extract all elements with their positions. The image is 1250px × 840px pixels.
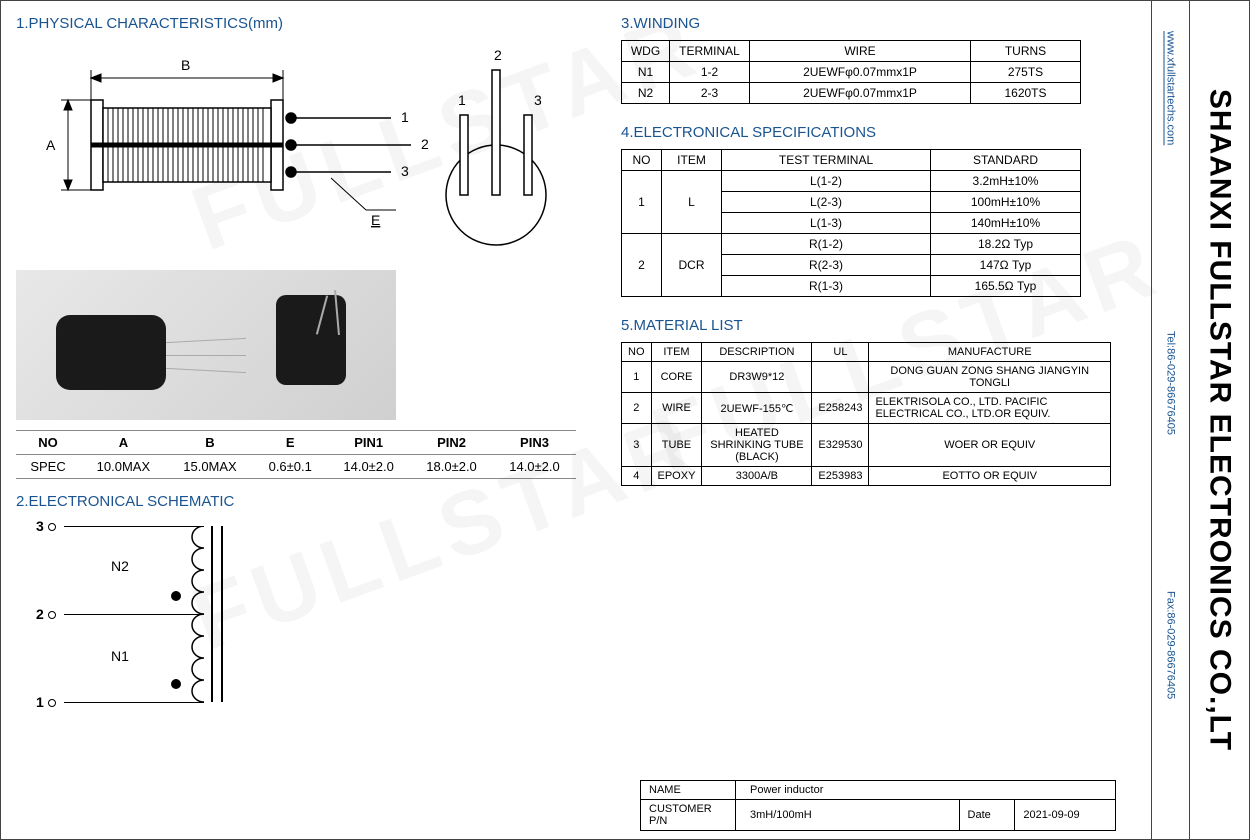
section-physical-title: 1.PHYSICAL CHARACTERISTICS(mm) bbox=[16, 15, 611, 32]
contact-sidebar: www.xfullstartechs.com Tel:86-029-866764… bbox=[1151, 1, 1189, 839]
tb-name-label: NAME bbox=[641, 781, 736, 800]
materials-table: NO ITEM DESCRIPTION UL MANUFACTURE 1 COR… bbox=[621, 342, 1111, 486]
tb-name: Power inductor bbox=[736, 781, 1116, 800]
physical-diagram: 1 2 3 E A bbox=[16, 40, 576, 260]
spec-h-p1: PIN1 bbox=[327, 431, 410, 455]
pin1-label: 1 bbox=[401, 109, 409, 125]
wdg-row-1: N1 1-2 2UEWFφ0.07mmx1P 275TS bbox=[622, 62, 1081, 83]
mt-h0: NO bbox=[622, 343, 652, 362]
spec-p2: 18.0±2.0 bbox=[410, 455, 493, 479]
contact-web: www.xfullstartechs.com bbox=[1165, 31, 1177, 145]
mt-row-2: 2 WIRE 2UEWF-155℃ E258243 ELEKTRISOLA CO… bbox=[622, 393, 1111, 424]
spec-rowlabel: SPEC bbox=[16, 455, 80, 479]
sch-n2-label: N2 bbox=[111, 558, 129, 574]
tb-pn-label: CUSTOMER P/N bbox=[641, 800, 736, 831]
datasheet-page: FULLSTAR FULLSTAR FULLSTAR 1.PHYSICAL CH… bbox=[0, 0, 1250, 840]
es-h1: ITEM bbox=[662, 150, 722, 171]
wdg-h0: WDG bbox=[622, 41, 670, 62]
right-column: 3.WINDING WDG TERMINAL WIRE TURNS N1 1-2… bbox=[621, 11, 1116, 829]
inductor-photo-side bbox=[56, 315, 166, 390]
spec-h-a: A bbox=[80, 431, 167, 455]
physical-svg: 1 2 3 E A bbox=[16, 40, 576, 260]
sch-pin2: 2 bbox=[36, 606, 56, 622]
spec-p3: 14.0±2.0 bbox=[493, 455, 576, 479]
bottom-pin3: 3 bbox=[534, 92, 542, 108]
spec-h-b: B bbox=[167, 431, 254, 455]
spec-e: 0.6±0.1 bbox=[253, 455, 327, 479]
pin3-label: 3 bbox=[401, 163, 409, 179]
spec-b: 15.0MAX bbox=[167, 455, 254, 479]
es-h2: TEST TERMINAL bbox=[722, 150, 931, 171]
tb-date: 2021-09-09 bbox=[1015, 800, 1116, 831]
mt-h4: MANUFACTURE bbox=[869, 343, 1111, 362]
spec-h-e: E bbox=[253, 431, 327, 455]
mt-h2: DESCRIPTION bbox=[702, 343, 812, 362]
spec-a: 10.0MAX bbox=[80, 455, 167, 479]
company-name: SHAANXI FULLSTAR ELECTRONICS CO.,LT bbox=[1203, 89, 1237, 751]
bottom-pin2: 2 bbox=[494, 47, 502, 63]
spec-h-no: NO bbox=[16, 431, 80, 455]
physical-spec-table: NO A B E PIN1 PIN2 PIN3 SPEC 10.0MAX 15.… bbox=[16, 430, 576, 479]
section-materials-title: 5.MATERIAL LIST bbox=[621, 317, 1116, 334]
mt-h1: ITEM bbox=[651, 343, 702, 362]
mt-h3: UL bbox=[812, 343, 869, 362]
schematic-diagram: 3 2 1 bbox=[16, 518, 276, 718]
sch-pin3: 3 bbox=[36, 518, 56, 534]
winding-table: WDG TERMINAL WIRE TURNS N1 1-2 2UEWFφ0.0… bbox=[621, 40, 1081, 104]
content-area: FULLSTAR FULLSTAR FULLSTAR 1.PHYSICAL CH… bbox=[1, 1, 1151, 839]
wdg-row-2: N2 2-3 2UEWFφ0.07mmx1P 1620TS bbox=[622, 83, 1081, 104]
sch-n1-label: N1 bbox=[111, 648, 129, 664]
pin2-label: 2 bbox=[421, 136, 429, 152]
spec-h-p3: PIN3 bbox=[493, 431, 576, 455]
section-especs-title: 4.ELECTRONICAL SPECIFICATIONS bbox=[621, 124, 1116, 141]
spec-p1: 14.0±2.0 bbox=[327, 455, 410, 479]
bottom-pin1: 1 bbox=[458, 92, 466, 108]
dim-a-label: A bbox=[46, 137, 56, 153]
mt-row-3: 3 TUBE HEATED SHRINKING TUBE (BLACK) E32… bbox=[622, 424, 1111, 467]
es-h0: NO bbox=[622, 150, 662, 171]
dim-b-label: B bbox=[181, 57, 190, 73]
especs-table: NO ITEM TEST TERMINAL STANDARD 1 L L(1-2… bbox=[621, 149, 1081, 297]
left-column: 1.PHYSICAL CHARACTERISTICS(mm) bbox=[16, 11, 611, 829]
mt-row-1: 1 CORE DR3W9*12 DONG GUAN ZONG SHANG JIA… bbox=[622, 362, 1111, 393]
dim-e-label: E bbox=[371, 212, 380, 228]
wdg-h1: TERMINAL bbox=[670, 41, 750, 62]
section-winding-title: 3.WINDING bbox=[621, 15, 1116, 32]
company-band: SHAANXI FULLSTAR ELECTRONICS CO.,LT bbox=[1189, 1, 1249, 839]
contact-fax: Fax:86-029-86676405 bbox=[1165, 591, 1177, 699]
sch-pin1: 1 bbox=[36, 694, 56, 710]
spec-h-p2: PIN2 bbox=[410, 431, 493, 455]
tb-date-label: Date bbox=[959, 800, 1015, 831]
tb-pn: 3mH/100mH bbox=[736, 800, 960, 831]
wdg-h2: WIRE bbox=[750, 41, 971, 62]
section-schematic-title: 2.ELECTRONICAL SCHEMATIC bbox=[16, 493, 611, 510]
mt-row-4: 4 EPOXY 3300A/B E253983 EOTTO OR EQUIV bbox=[622, 467, 1111, 486]
wdg-h3: TURNS bbox=[971, 41, 1081, 62]
es-h3: STANDARD bbox=[931, 150, 1081, 171]
product-photo bbox=[16, 270, 396, 420]
title-block: NAME Power inductor CUSTOMER P/N 3mH/100… bbox=[640, 780, 1116, 831]
contact-tel: Tel:86-029-86676405 bbox=[1165, 331, 1177, 435]
